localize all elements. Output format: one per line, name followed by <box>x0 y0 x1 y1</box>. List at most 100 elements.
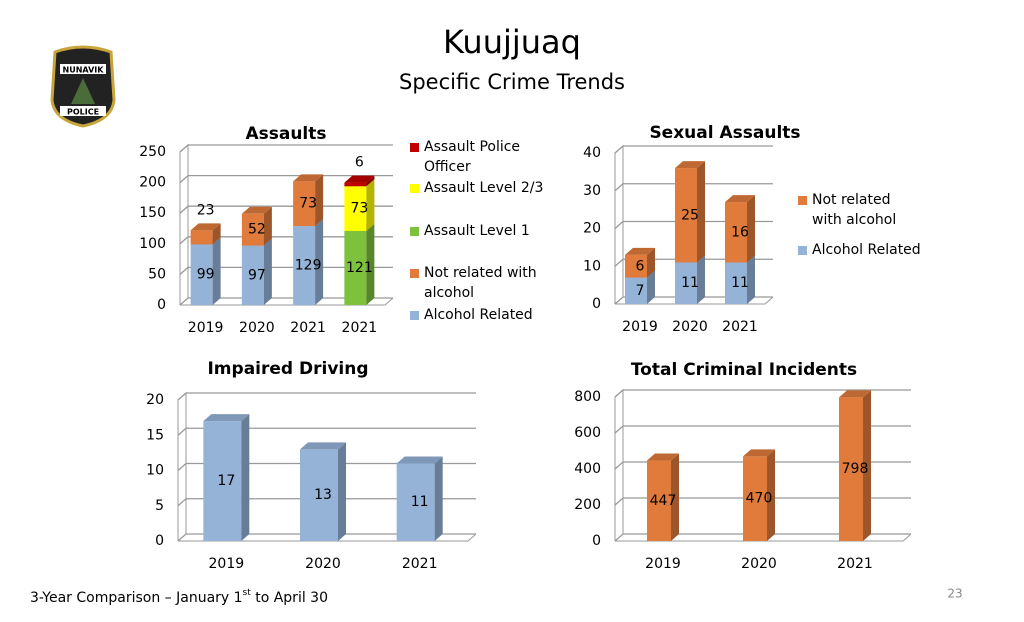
grid-line <box>614 145 773 154</box>
logo: NUNAVIK POLICE <box>50 45 116 128</box>
x-tick-label: 2021 <box>722 319 758 335</box>
floor <box>178 533 477 542</box>
y-tick-label: 40 <box>583 145 601 161</box>
chart: Impaired Driving 0 5 10 15 20 2019 17 2020 13 2021… <box>146 359 477 572</box>
legend-swatch <box>410 227 419 236</box>
x-tick-label: 2020 <box>305 556 341 572</box>
chart-title: Sexual Assaults <box>649 123 800 143</box>
footer-rest: to April 30 <box>251 590 328 606</box>
y-tick-label: 10 <box>146 463 164 479</box>
grid-line <box>177 427 476 436</box>
bar <box>675 161 705 263</box>
value-label: 52 <box>248 222 266 238</box>
page-number: 23 <box>947 587 962 601</box>
legend-label-box: Assault Level 2/3 <box>424 180 543 196</box>
legend-label-box: Alcohol Related <box>812 242 921 258</box>
grid-line <box>614 497 911 506</box>
grid-line <box>614 296 773 305</box>
chart: Assaults 0 50 100 150 200 250 2019 99 23 2020 97 52 2… <box>139 124 543 336</box>
value-label: 73 <box>350 201 368 217</box>
x-tick-label: 2019 <box>622 319 658 335</box>
floor <box>615 296 774 305</box>
y-tick-label: 0 <box>592 533 601 549</box>
bar <box>743 449 775 541</box>
legend-swatch <box>410 269 419 278</box>
value-label: 6 <box>355 155 364 171</box>
grid-line <box>177 392 476 401</box>
chart: Sexual Assaults 0 10 20 30 40 2019 7 6 2020 11 25 20… <box>583 123 921 335</box>
y-tick-label: 20 <box>146 392 164 408</box>
legend-label: Not related with alcohol <box>424 265 537 301</box>
chart-title: Total Criminal Incidents <box>631 360 857 380</box>
grid-line <box>179 144 393 153</box>
value-label: 798 <box>842 461 869 477</box>
legend-label: Assault Level 1 <box>424 223 530 239</box>
chart: Total Criminal Incidents 0 200 400 600 800 201… <box>574 360 912 572</box>
bar <box>647 453 679 541</box>
x-tick-label: 2019 <box>645 556 681 572</box>
legend-label-box: Assault Police Officer <box>424 139 520 175</box>
y-tick-label: 10 <box>583 258 601 274</box>
bar-side <box>315 219 324 305</box>
value-label: 11 <box>411 494 429 510</box>
bar <box>839 390 871 541</box>
bar-front <box>293 226 316 305</box>
bar-top <box>293 174 324 182</box>
bar-side <box>647 270 655 304</box>
value-label: 23 <box>197 202 215 218</box>
bar-side <box>697 255 705 304</box>
grid-line <box>614 461 911 470</box>
value-label: 447 <box>650 493 677 509</box>
bar <box>396 456 443 541</box>
grid-line <box>614 533 911 542</box>
floor <box>615 533 912 542</box>
bar-side <box>263 206 272 246</box>
bar-top <box>625 247 655 255</box>
bar-top <box>675 161 705 169</box>
value-label: 25 <box>681 207 699 223</box>
bar-front <box>344 230 367 305</box>
bar <box>293 174 324 227</box>
bar-front <box>725 262 747 304</box>
bar-side <box>366 175 375 187</box>
bar-top <box>241 206 272 214</box>
y-tick-label: 50 <box>148 266 166 282</box>
grid-line <box>179 266 393 275</box>
y-tick-label: 600 <box>574 425 601 441</box>
y-tick-label: 0 <box>157 297 166 313</box>
legend-label-box: Not related with alcohol <box>424 265 537 301</box>
legend-swatch <box>410 311 419 320</box>
bar-front <box>675 262 697 304</box>
value-label: 129 <box>295 258 322 274</box>
bar-top <box>725 195 755 203</box>
logo-bottom-text: POLICE <box>67 108 99 117</box>
value-label: 99 <box>197 267 215 283</box>
bar-top <box>396 456 443 464</box>
bar-front <box>203 421 242 541</box>
value-label: 17 <box>217 473 235 489</box>
x-tick-label: 2020 <box>741 556 777 572</box>
bar-side <box>263 238 272 305</box>
y-tick-label: 150 <box>139 205 166 221</box>
x-tick-label: 2020 <box>672 319 708 335</box>
value-label: 7 <box>636 283 645 299</box>
bar-side <box>747 255 755 304</box>
legend-label-box: Alcohol Related <box>424 307 533 323</box>
value-label: 6 <box>636 258 645 274</box>
grid-line <box>177 533 476 542</box>
bar-front <box>625 254 647 278</box>
footer-text: 3-Year Comparison – January 1 <box>30 590 243 606</box>
bar-top <box>839 390 871 398</box>
y-tick-label: 200 <box>574 497 601 513</box>
value-label: 73 <box>299 196 317 212</box>
bar-front <box>300 449 338 541</box>
y-tick-label: 5 <box>155 498 164 514</box>
x-tick-label: 2019 <box>209 556 245 572</box>
bar-side <box>671 453 679 541</box>
legend-label-box: Assault Level 1 <box>424 223 530 239</box>
bar-top <box>743 449 775 457</box>
grid-line <box>179 174 393 184</box>
x-tick-label: 2020 <box>239 320 275 336</box>
bar-front <box>190 230 213 245</box>
